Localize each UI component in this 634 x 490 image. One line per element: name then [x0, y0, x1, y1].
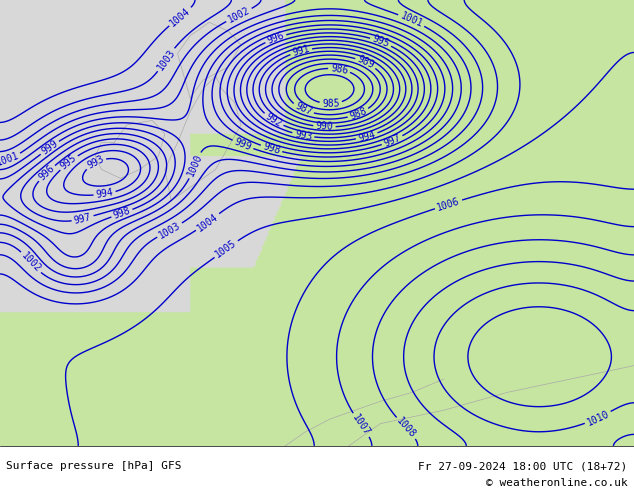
- Text: Surface pressure [hPa] GFS: Surface pressure [hPa] GFS: [6, 462, 182, 471]
- Text: 986: 986: [330, 63, 349, 76]
- Text: 998: 998: [112, 206, 132, 221]
- Text: 997: 997: [382, 132, 403, 148]
- Text: 995: 995: [59, 153, 79, 172]
- Text: 989: 989: [356, 54, 376, 71]
- Text: Fr 27-09-2024 18:00 UTC (18+72): Fr 27-09-2024 18:00 UTC (18+72): [418, 462, 628, 471]
- Text: 994: 994: [357, 129, 377, 144]
- Text: 987: 987: [293, 101, 313, 118]
- Text: 1002: 1002: [226, 5, 252, 24]
- Text: 1007: 1007: [351, 413, 372, 438]
- Text: 991: 991: [291, 44, 311, 58]
- Text: 998: 998: [262, 142, 281, 156]
- Text: 999: 999: [233, 137, 253, 152]
- Text: 993: 993: [86, 154, 106, 171]
- Text: 992: 992: [263, 111, 283, 129]
- Text: 1004: 1004: [168, 5, 193, 28]
- Text: 1000: 1000: [186, 153, 204, 178]
- Text: 993: 993: [294, 129, 313, 142]
- Text: 1010: 1010: [585, 408, 611, 427]
- Text: 1001: 1001: [0, 151, 20, 168]
- Text: © weatheronline.co.uk: © weatheronline.co.uk: [486, 478, 628, 488]
- Text: 995: 995: [371, 34, 391, 49]
- Text: 1003: 1003: [157, 220, 183, 240]
- Text: 1004: 1004: [195, 211, 220, 233]
- Text: 988: 988: [348, 106, 368, 122]
- Text: 1001: 1001: [399, 11, 424, 29]
- Text: 985: 985: [322, 98, 340, 109]
- Text: 1002: 1002: [19, 250, 42, 274]
- Text: 1003: 1003: [155, 47, 177, 72]
- Text: 994: 994: [95, 188, 114, 200]
- Text: 997: 997: [73, 212, 93, 225]
- Text: 999: 999: [40, 139, 60, 157]
- Text: 1005: 1005: [214, 238, 238, 260]
- Text: 1006: 1006: [436, 196, 461, 213]
- Text: 1008: 1008: [395, 416, 418, 440]
- Text: 996: 996: [37, 163, 56, 183]
- Text: 990: 990: [315, 122, 333, 132]
- Text: 996: 996: [266, 30, 286, 46]
